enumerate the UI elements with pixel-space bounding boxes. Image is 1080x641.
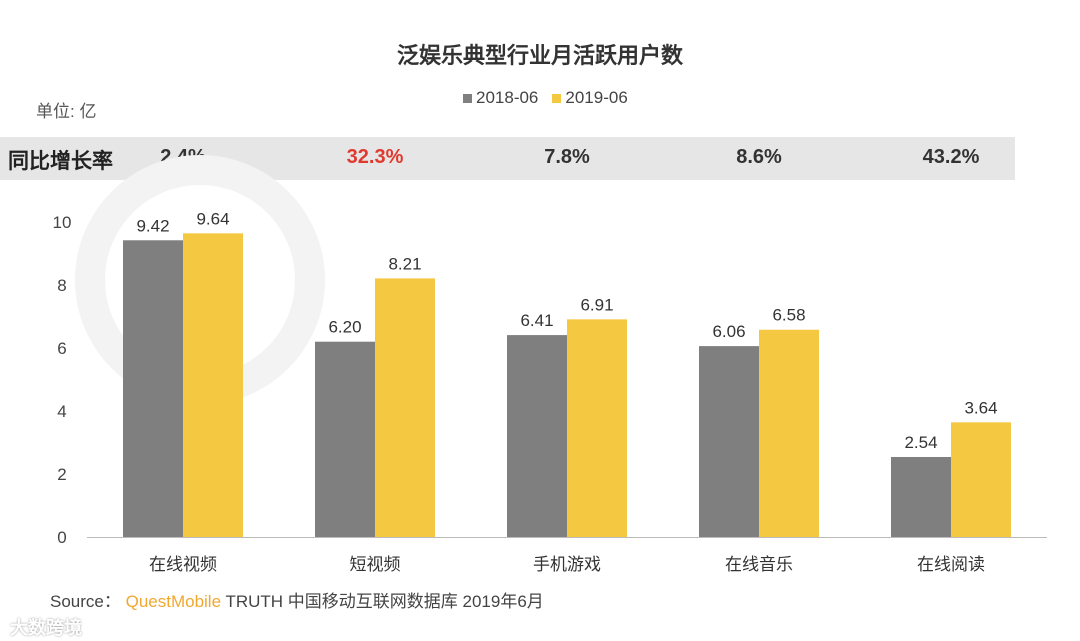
legend-label: 2018-06 — [476, 88, 539, 107]
legend: 2018-06 2019-06 — [463, 88, 628, 108]
y-tick-label: 6 — [57, 339, 66, 358]
data-label: 9.42 — [136, 216, 169, 235]
data-label: 6.20 — [328, 318, 361, 337]
x-tick-label: 在线阅读 — [917, 555, 985, 574]
legend-item-2019: 2019-06 — [552, 88, 628, 108]
x-tick-label: 在线音乐 — [725, 555, 793, 574]
y-tick-label: 8 — [57, 276, 66, 295]
source-prefix: Source： — [50, 592, 121, 611]
legend-swatch — [463, 94, 472, 104]
legend-label: 2019-06 — [565, 88, 628, 107]
chart-title: 泛娱乐典型行业月活跃用户数 — [396, 43, 683, 68]
source-note: Source： QuestMobile TRUTH 中国移动互联网数据库 201… — [50, 592, 544, 612]
data-label: 9.64 — [196, 209, 229, 228]
source-brand: QuestMobile — [125, 592, 222, 611]
bar-2018-06 — [315, 341, 375, 537]
data-label: 6.91 — [580, 295, 613, 314]
growth-rate-value: 7.8% — [544, 146, 590, 168]
data-label: 3.64 — [964, 398, 997, 417]
growth-rate-label: 同比增长率 — [8, 150, 113, 173]
y-tick-label: 10 — [53, 213, 72, 232]
bar-2018-06 — [123, 240, 183, 537]
growth-rate-value: 8.6% — [736, 146, 782, 168]
bar-2019-06 — [375, 278, 435, 537]
bar-2019-06 — [759, 329, 819, 537]
bar-2018-06 — [891, 456, 951, 537]
corner-watermark: 大数跨境 — [10, 618, 82, 638]
bar-2018-06 — [699, 346, 759, 537]
growth-rate-value: 32.3% — [346, 146, 404, 168]
y-tick-label: 0 — [57, 528, 66, 547]
growth-rate-value: 43.2% — [922, 146, 980, 168]
x-tick-label: 在线视频 — [149, 555, 217, 574]
source-text: TRUTH 中国移动互联网数据库 2019年6月 — [225, 592, 544, 611]
bar-2019-06 — [567, 319, 627, 537]
data-label: 6.41 — [520, 311, 553, 330]
bar-2018-06 — [507, 335, 567, 537]
data-label: 2.54 — [904, 433, 937, 452]
x-tick-label: 短视频 — [350, 555, 401, 574]
data-label: 6.06 — [712, 322, 745, 341]
legend-item-2018: 2018-06 — [463, 88, 538, 108]
bar-2019-06 — [183, 233, 243, 537]
legend-swatch — [552, 94, 562, 104]
data-label: 6.58 — [772, 306, 805, 325]
x-tick-label: 手机游戏 — [533, 555, 601, 574]
y-tick-label: 4 — [57, 402, 66, 421]
y-tick-label: 2 — [57, 465, 66, 484]
data-label: 8.21 — [388, 254, 421, 273]
bar-2019-06 — [951, 422, 1011, 537]
unit-label: 单位: 亿 — [36, 102, 97, 121]
